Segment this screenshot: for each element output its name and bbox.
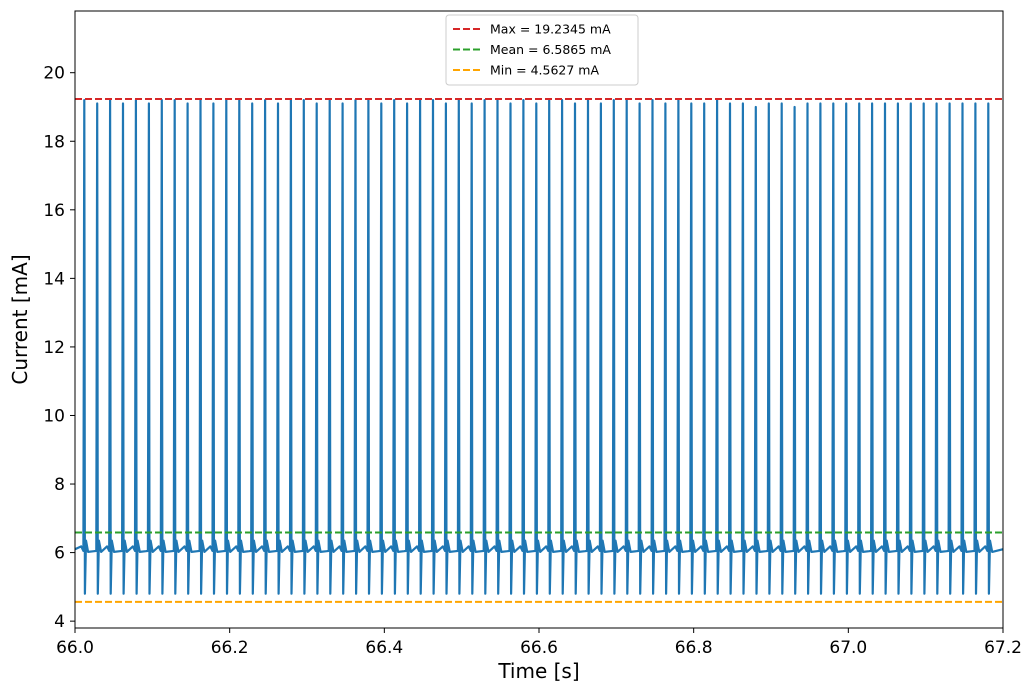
y-tick-label: 12 <box>43 338 65 358</box>
y-axis: 4 6 8 10 12 14 16 18 20 <box>43 64 75 632</box>
y-tick-label: 20 <box>43 64 65 84</box>
x-axis-label: Time [s] <box>497 659 579 683</box>
x-axis: 66.0 66.2 66.4 66.6 66.8 67.0 67.2 <box>56 628 1022 658</box>
series-layer <box>75 99 1003 595</box>
x-tick-label: 66.2 <box>211 638 249 658</box>
x-tick-label: 66.4 <box>365 638 403 658</box>
x-tick-label: 67.0 <box>829 638 867 658</box>
legend-label: Mean = 6.5865 mA <box>490 42 611 57</box>
y-tick-label: 8 <box>54 475 65 495</box>
y-tick-label: 10 <box>43 406 65 426</box>
x-tick-label: 67.2 <box>984 638 1022 658</box>
y-axis-label: Current [mA] <box>8 254 32 384</box>
x-tick-label: 66.0 <box>56 638 94 658</box>
y-tick-label: 18 <box>43 132 65 152</box>
series-line-0 <box>75 99 1003 595</box>
y-tick-label: 4 <box>54 612 65 632</box>
x-tick-label: 66.8 <box>675 638 713 658</box>
legend-label: Max = 19.2345 mA <box>490 22 611 37</box>
y-tick-label: 16 <box>43 201 65 221</box>
y-tick-label: 14 <box>43 269 65 289</box>
reference-lines <box>75 97 1003 603</box>
x-tick-label: 66.6 <box>520 638 558 658</box>
legend: Max = 19.2345 mA Mean = 6.5865 mA Min = 4.… <box>445 14 639 86</box>
legend-box <box>445 14 639 86</box>
legend-label: Min = 4.5627 mA <box>490 63 599 78</box>
y-tick-label: 6 <box>54 544 65 564</box>
